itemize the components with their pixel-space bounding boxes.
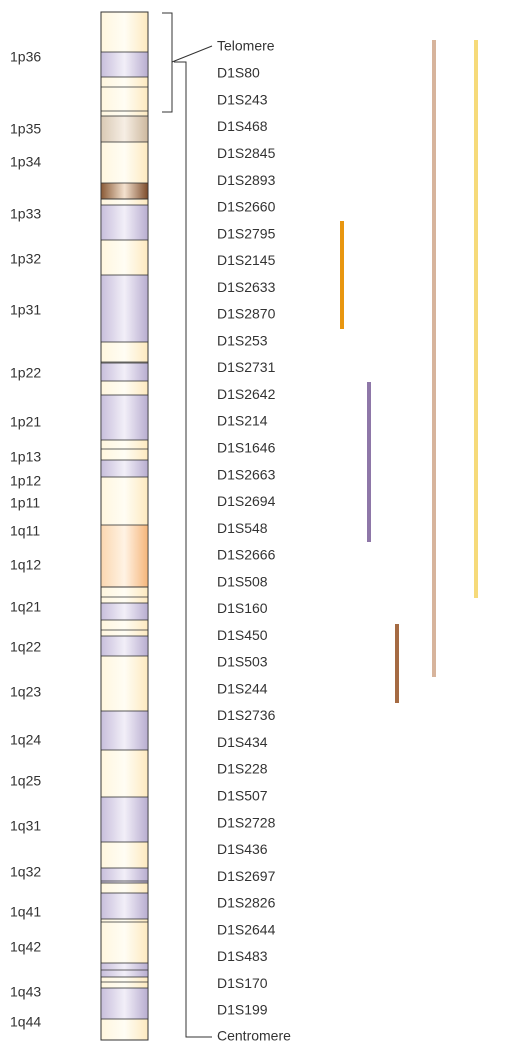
chromosome-band: [101, 363, 148, 381]
marker-label: D1S450: [217, 627, 268, 643]
band-label: 1p31: [10, 302, 41, 318]
band-label: 1q23: [10, 684, 41, 700]
telomere-bracket: [162, 13, 172, 112]
marker-label: D1S468: [217, 118, 268, 134]
band-label: 1p21: [10, 414, 41, 430]
yellow-bar: [474, 40, 478, 598]
chromosome-band: [101, 988, 148, 1019]
chromosome-band: [101, 395, 148, 440]
band-label: 1p32: [10, 251, 41, 267]
chromosome-band: [101, 275, 148, 342]
marker-label: D1S2826: [217, 895, 276, 911]
chromosome-band: [101, 893, 148, 919]
band-label: 1q12: [10, 557, 41, 573]
centromere-label: Centromere: [217, 1028, 291, 1044]
brown-bar: [395, 624, 399, 703]
band-label: 1q24: [10, 732, 41, 748]
linkage-bars: [340, 40, 478, 703]
marker-label: D1S436: [217, 841, 268, 857]
brackets: [162, 13, 212, 1037]
marker-label: D1S434: [217, 734, 268, 750]
band-label: 1q25: [10, 773, 41, 789]
band-label: 1p13: [10, 449, 41, 465]
ideogram-figure: Telomere Centromere 1p36 1p35 1p34 1p33 1p32…: [0, 0, 512, 1044]
chromosome-band: [101, 525, 148, 587]
marker-label: D1S2145: [217, 252, 276, 268]
marker-label: D1S2728: [217, 814, 276, 830]
marker-label: D1S2736: [217, 707, 276, 723]
band-label: 1p11: [10, 495, 40, 511]
band-label: 1q41: [10, 904, 41, 920]
marker-label: D1S2694: [217, 493, 276, 509]
chromosome-band: [101, 636, 148, 656]
marker-label: D1S2893: [217, 172, 276, 188]
band-label: 1q42: [10, 939, 41, 955]
marker-label: D1S2795: [217, 225, 276, 241]
band-label: 1p33: [10, 206, 41, 222]
chromosome-band: [101, 797, 148, 842]
telomere-label: Telomere: [217, 38, 275, 54]
centromere-bracket: [174, 62, 212, 1037]
chromosome: [101, 12, 148, 1040]
marker-label: D1S2633: [217, 279, 276, 295]
band-label: 1q11: [10, 523, 40, 539]
marker-label: D1S160: [217, 600, 268, 616]
marker-label: D1S228: [217, 761, 268, 777]
band-label: 1q32: [10, 864, 41, 880]
band-label: 1p34: [10, 154, 41, 170]
band-label: 1q21: [10, 599, 41, 615]
marker-label: D1S80: [217, 65, 260, 81]
band-label: 1q43: [10, 984, 41, 1000]
marker-label: D1S2642: [217, 386, 276, 402]
marker-label: D1S548: [217, 520, 268, 536]
marker-label: D1S483: [217, 948, 268, 964]
band-label: 1p36: [10, 49, 41, 65]
marker-label: D1S2663: [217, 466, 276, 482]
marker-label: D1S170: [217, 975, 268, 991]
marker-label: D1S2845: [217, 145, 276, 161]
band-label: 1q22: [10, 639, 41, 655]
chromosome-band: [101, 116, 148, 142]
marker-label: D1S2870: [217, 306, 276, 322]
marker-label: D1S2660: [217, 199, 276, 215]
tan-bar: [432, 40, 436, 677]
chromosome-band: [101, 205, 148, 240]
marker-label: D1S2666: [217, 547, 276, 563]
chromosome-band: [101, 460, 148, 477]
marker-label: D1S244: [217, 680, 268, 696]
marker-label: D1S1646: [217, 439, 276, 455]
band-label: 1p35: [10, 121, 41, 137]
marker-label: D1S253: [217, 332, 268, 348]
chromosome-band: [101, 711, 148, 750]
marker-label: D1S243: [217, 91, 268, 107]
orange-bar: [340, 221, 344, 329]
band-label: 1p12: [10, 473, 41, 489]
band-label: 1q44: [10, 1014, 41, 1030]
band-label: 1q31: [10, 818, 41, 834]
marker-label: D1S214: [217, 413, 268, 429]
marker-label: D1S199: [217, 1002, 268, 1018]
marker-label: D1S508: [217, 573, 268, 589]
telomere-pointer: [172, 46, 212, 62]
marker-label: D1S503: [217, 654, 268, 670]
marker-label: D1S2644: [217, 921, 276, 937]
marker-label: D1S2697: [217, 868, 276, 884]
band-label: 1p22: [10, 365, 41, 381]
marker-label: D1S2731: [217, 359, 276, 375]
chromosome-band: [101, 603, 148, 620]
purple-bar: [367, 382, 371, 542]
chromosome-band: [101, 52, 148, 77]
chromosome-band: [101, 183, 148, 199]
marker-label: D1S507: [217, 787, 268, 803]
